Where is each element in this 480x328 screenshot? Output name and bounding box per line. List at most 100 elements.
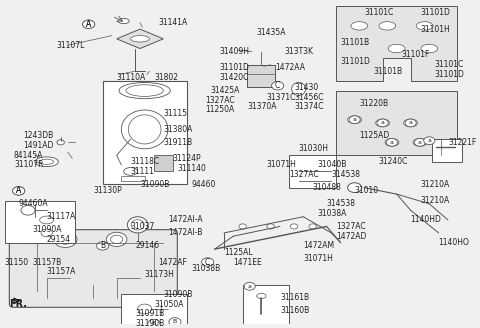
Ellipse shape xyxy=(348,116,361,124)
Text: 31124P: 31124P xyxy=(173,154,201,163)
Text: 31040B: 31040B xyxy=(317,160,347,170)
Ellipse shape xyxy=(131,220,144,230)
Circle shape xyxy=(21,205,35,215)
Text: 1327AC: 1327AC xyxy=(289,170,319,179)
Text: 31240C: 31240C xyxy=(378,157,408,166)
Text: 31374C: 31374C xyxy=(294,102,324,111)
Text: 1472AI-A: 1472AI-A xyxy=(168,215,203,224)
Text: 31115: 31115 xyxy=(163,109,187,118)
Text: 1472AF: 1472AF xyxy=(159,257,188,267)
Ellipse shape xyxy=(292,83,306,95)
Ellipse shape xyxy=(128,115,161,144)
Text: 314538: 314538 xyxy=(327,199,356,208)
Circle shape xyxy=(202,258,214,266)
Ellipse shape xyxy=(40,216,54,224)
Ellipse shape xyxy=(416,22,433,30)
Text: 31435A: 31435A xyxy=(257,28,286,37)
Text: 1327AC: 1327AC xyxy=(336,222,366,231)
Circle shape xyxy=(110,235,123,244)
Text: 31090A: 31090A xyxy=(33,225,62,234)
Ellipse shape xyxy=(413,138,427,146)
Text: A: A xyxy=(16,186,21,195)
Text: 31090B: 31090B xyxy=(140,180,169,189)
Circle shape xyxy=(244,282,255,290)
Circle shape xyxy=(267,224,275,229)
Text: 1243DB: 1243DB xyxy=(24,132,54,140)
Text: 11250A: 11250A xyxy=(205,106,235,114)
Circle shape xyxy=(414,138,426,146)
Text: 31038B: 31038B xyxy=(192,264,221,273)
Text: FR.: FR. xyxy=(9,299,27,309)
Ellipse shape xyxy=(127,217,148,233)
Ellipse shape xyxy=(379,22,396,30)
Text: 94460: 94460 xyxy=(192,180,216,189)
Text: 31090B: 31090B xyxy=(163,290,192,299)
Text: 31150: 31150 xyxy=(5,257,29,267)
Text: 31110A: 31110A xyxy=(117,73,146,82)
Text: A: A xyxy=(86,20,91,29)
Text: 31370A: 31370A xyxy=(247,102,277,111)
Bar xyxy=(289,155,336,188)
Text: 31107L: 31107L xyxy=(56,41,84,50)
Bar xyxy=(5,200,75,243)
Circle shape xyxy=(349,116,360,124)
Text: 31380A: 31380A xyxy=(163,125,192,134)
Ellipse shape xyxy=(385,138,399,146)
Polygon shape xyxy=(336,7,457,81)
Text: a: a xyxy=(390,140,394,145)
Text: 31091B: 31091B xyxy=(135,309,165,318)
Text: 31221F: 31221F xyxy=(448,138,476,147)
Text: a: a xyxy=(381,120,384,125)
Text: 31101C: 31101C xyxy=(434,60,463,69)
Circle shape xyxy=(348,183,361,193)
Text: 29154: 29154 xyxy=(47,235,71,244)
FancyBboxPatch shape xyxy=(9,230,177,307)
Ellipse shape xyxy=(404,119,418,127)
Text: 1472AI-B: 1472AI-B xyxy=(168,228,203,237)
Circle shape xyxy=(290,224,298,229)
Circle shape xyxy=(83,20,95,29)
Text: 31117A: 31117A xyxy=(47,212,76,221)
Text: C: C xyxy=(205,257,210,267)
Text: 1472AD: 1472AD xyxy=(336,232,366,241)
Text: 31050A: 31050A xyxy=(154,299,183,309)
Polygon shape xyxy=(117,29,163,49)
Circle shape xyxy=(239,224,246,229)
Text: 1125AL: 1125AL xyxy=(224,248,252,257)
Text: 31101D: 31101D xyxy=(434,70,464,79)
Text: 311140: 311140 xyxy=(177,164,206,173)
Text: 94460A: 94460A xyxy=(19,199,48,208)
Text: a: a xyxy=(427,138,431,143)
Text: 31210A: 31210A xyxy=(420,196,449,205)
Circle shape xyxy=(386,138,397,146)
Ellipse shape xyxy=(121,110,168,149)
Text: 313T3K: 313T3K xyxy=(285,47,313,56)
Text: 31010: 31010 xyxy=(355,186,379,195)
Text: 1140HO: 1140HO xyxy=(439,238,469,247)
Text: 1491AD: 1491AD xyxy=(24,141,54,150)
Circle shape xyxy=(169,318,181,326)
Text: 1327AC: 1327AC xyxy=(205,96,235,105)
Text: 31161B: 31161B xyxy=(280,293,309,302)
Text: 31037: 31037 xyxy=(131,222,155,231)
Text: 31101B: 31101B xyxy=(341,37,370,47)
Text: 31220B: 31220B xyxy=(360,99,388,108)
Ellipse shape xyxy=(119,83,170,99)
Text: 31038A: 31038A xyxy=(317,209,347,218)
Circle shape xyxy=(405,119,416,127)
Text: 1472AM: 1472AM xyxy=(303,241,335,250)
Bar xyxy=(121,176,144,181)
Text: 31111: 31111 xyxy=(131,167,155,176)
Text: 31101D: 31101D xyxy=(219,63,249,72)
Bar xyxy=(243,285,289,323)
Circle shape xyxy=(148,319,160,328)
Ellipse shape xyxy=(35,157,59,167)
Text: A: A xyxy=(86,20,91,29)
Ellipse shape xyxy=(376,119,390,127)
Ellipse shape xyxy=(124,168,138,175)
Text: 31173H: 31173H xyxy=(144,271,175,279)
Ellipse shape xyxy=(126,85,163,96)
Circle shape xyxy=(107,232,127,247)
Text: 31430: 31430 xyxy=(294,83,318,92)
Text: B: B xyxy=(173,319,177,324)
